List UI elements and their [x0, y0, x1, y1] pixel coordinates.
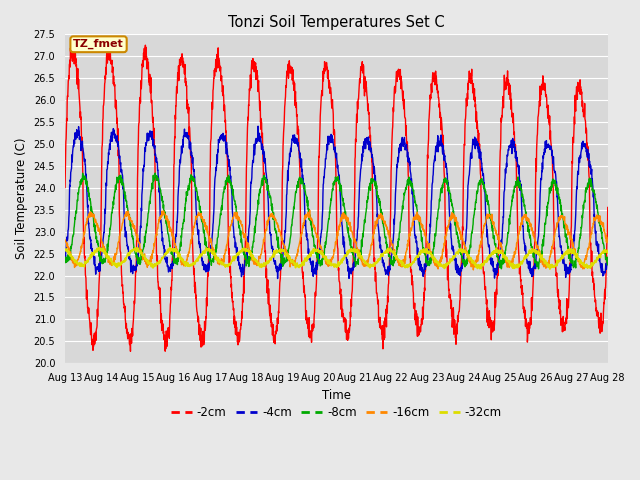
-2cm [604, 204, 612, 210]
-32cm [89, 251, 97, 256]
-16cm [311, 224, 319, 230]
-2cm [127, 348, 134, 354]
-2cm [67, 38, 75, 44]
-8cm [61, 254, 69, 260]
-16cm [306, 207, 314, 213]
-32cm [604, 250, 612, 256]
-8cm [588, 188, 596, 193]
-4cm [589, 181, 596, 187]
-32cm [489, 251, 497, 257]
-4cm [89, 252, 97, 258]
-32cm [589, 263, 596, 269]
-4cm [61, 255, 69, 261]
Line: -32cm: -32cm [65, 247, 608, 269]
-8cm [589, 186, 596, 192]
Line: -16cm: -16cm [65, 210, 608, 270]
-32cm [325, 258, 333, 264]
-16cm [589, 225, 596, 230]
-8cm [489, 225, 497, 231]
-4cm [311, 270, 319, 276]
-2cm [311, 291, 319, 297]
-2cm [588, 273, 596, 279]
-32cm [61, 247, 69, 252]
-8cm [311, 242, 319, 248]
-2cm [326, 79, 333, 85]
-32cm [311, 247, 319, 252]
-8cm [604, 255, 612, 261]
-16cm [325, 262, 333, 268]
-4cm [588, 176, 596, 182]
-16cm [588, 224, 596, 230]
-2cm [589, 269, 596, 275]
-32cm [588, 260, 596, 266]
-16cm [604, 237, 612, 243]
-16cm [61, 237, 69, 243]
-4cm [489, 258, 497, 264]
-2cm [89, 348, 97, 353]
-4cm [254, 123, 262, 129]
-4cm [274, 276, 282, 281]
Line: -8cm: -8cm [65, 173, 608, 269]
-4cm [326, 136, 333, 142]
X-axis label: Time: Time [322, 389, 351, 402]
-8cm [89, 212, 97, 218]
-32cm [546, 266, 554, 272]
Legend: -2cm, -4cm, -8cm, -16cm, -32cm: -2cm, -4cm, -8cm, -16cm, -32cm [166, 401, 507, 423]
Line: -4cm: -4cm [65, 126, 608, 278]
-16cm [89, 212, 97, 217]
-4cm [604, 255, 612, 261]
-16cm [470, 267, 477, 273]
-16cm [489, 221, 497, 227]
Text: TZ_fmet: TZ_fmet [73, 39, 124, 49]
-8cm [151, 170, 159, 176]
Y-axis label: Soil Temperature (C): Soil Temperature (C) [15, 138, 28, 259]
-32cm [166, 244, 173, 250]
Title: Tonzi Soil Temperatures Set C: Tonzi Soil Temperatures Set C [228, 15, 445, 30]
-8cm [534, 266, 542, 272]
-8cm [325, 216, 333, 222]
-2cm [61, 185, 69, 191]
-2cm [489, 323, 497, 329]
Line: -2cm: -2cm [65, 41, 608, 351]
